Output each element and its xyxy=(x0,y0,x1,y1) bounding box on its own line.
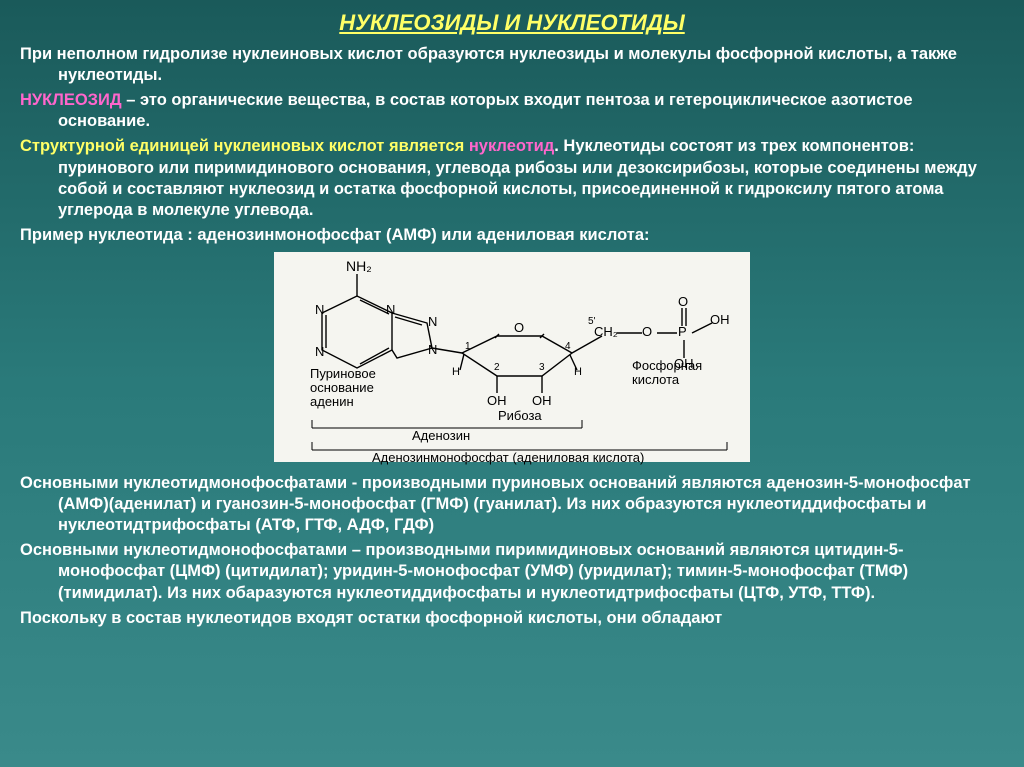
purine-label-3: аденин xyxy=(310,394,354,409)
p-o-top: O xyxy=(678,294,688,309)
amp-full-label: Аденозинмонофосфат (адениловая кислота) xyxy=(372,450,644,465)
n-label-3: N xyxy=(315,344,324,359)
h-1: H xyxy=(452,366,460,378)
n-label-5: N xyxy=(428,342,437,357)
p2-text: – это органические вещества, в состав ко… xyxy=(58,91,913,130)
nucleotide-term: нуклеотид xyxy=(469,137,554,155)
adenosine-label: Аденозин xyxy=(412,428,470,443)
c2-num: 2 xyxy=(494,362,500,373)
paragraph-4: Пример нуклеотида : аденозинмонофосфат (… xyxy=(20,225,1004,246)
page-title: НУКЛЕОЗИДЫ И НУКЛЕОТИДЫ xyxy=(20,10,1004,36)
chemical-structure-figure: NH₂ N N N N N O 1 2 3 4 5' OH OH H H CH₂… xyxy=(274,252,750,462)
figure-container: NH₂ N N N N N O 1 2 3 4 5' OH OH H H CH₂… xyxy=(20,252,1004,467)
phosphoric-2: кислота xyxy=(632,372,679,387)
nucleoside-term: НУКЛЕОЗИД xyxy=(20,91,122,109)
paragraph-2: НУКЛЕОЗИД – это органические вещества, в… xyxy=(20,90,1004,132)
paragraph-6: Основными нуклеотидмонофосфатами – произ… xyxy=(20,540,1004,603)
oh-2: OH xyxy=(532,393,552,408)
phosphoric-1: Фосфорная xyxy=(632,358,702,373)
n-label-4: N xyxy=(428,314,437,329)
chem-diagram: NH₂ N N N N N O 1 2 3 4 5' OH OH H H CH₂… xyxy=(282,258,742,458)
c1-num: 1 xyxy=(465,341,471,352)
p-oh-1: OH xyxy=(710,312,730,327)
paragraph-1: При неполном гидролизе нуклеиновых кисло… xyxy=(20,44,1004,86)
nh2-label: NH₂ xyxy=(346,258,372,274)
c3-num: 3 xyxy=(539,362,545,373)
n-label-1: N xyxy=(315,302,324,317)
n-label-2: N xyxy=(386,302,395,317)
c4-num: 4 xyxy=(565,341,571,352)
ribose-label: Рибоза xyxy=(498,408,542,423)
purine-label-1: Пуриновое xyxy=(310,366,376,381)
purine-label-2: основание xyxy=(310,380,374,395)
paragraph-7: Поскольку в состав нуклеотидов входят ос… xyxy=(20,608,1004,629)
p-label: P xyxy=(678,324,687,339)
h-2: H xyxy=(574,366,582,378)
oh-1: OH xyxy=(487,393,507,408)
p3-yellow-a: Структурной единицей нуклеиновых кислот … xyxy=(20,137,469,155)
o-link: O xyxy=(642,324,652,339)
ch2-label: CH₂ xyxy=(594,324,618,339)
o-ring: O xyxy=(514,320,524,335)
paragraph-5: Основными нуклеотидмонофосфатами - произ… xyxy=(20,473,1004,536)
paragraph-3: Структурной единицей нуклеиновых кислот … xyxy=(20,136,1004,220)
